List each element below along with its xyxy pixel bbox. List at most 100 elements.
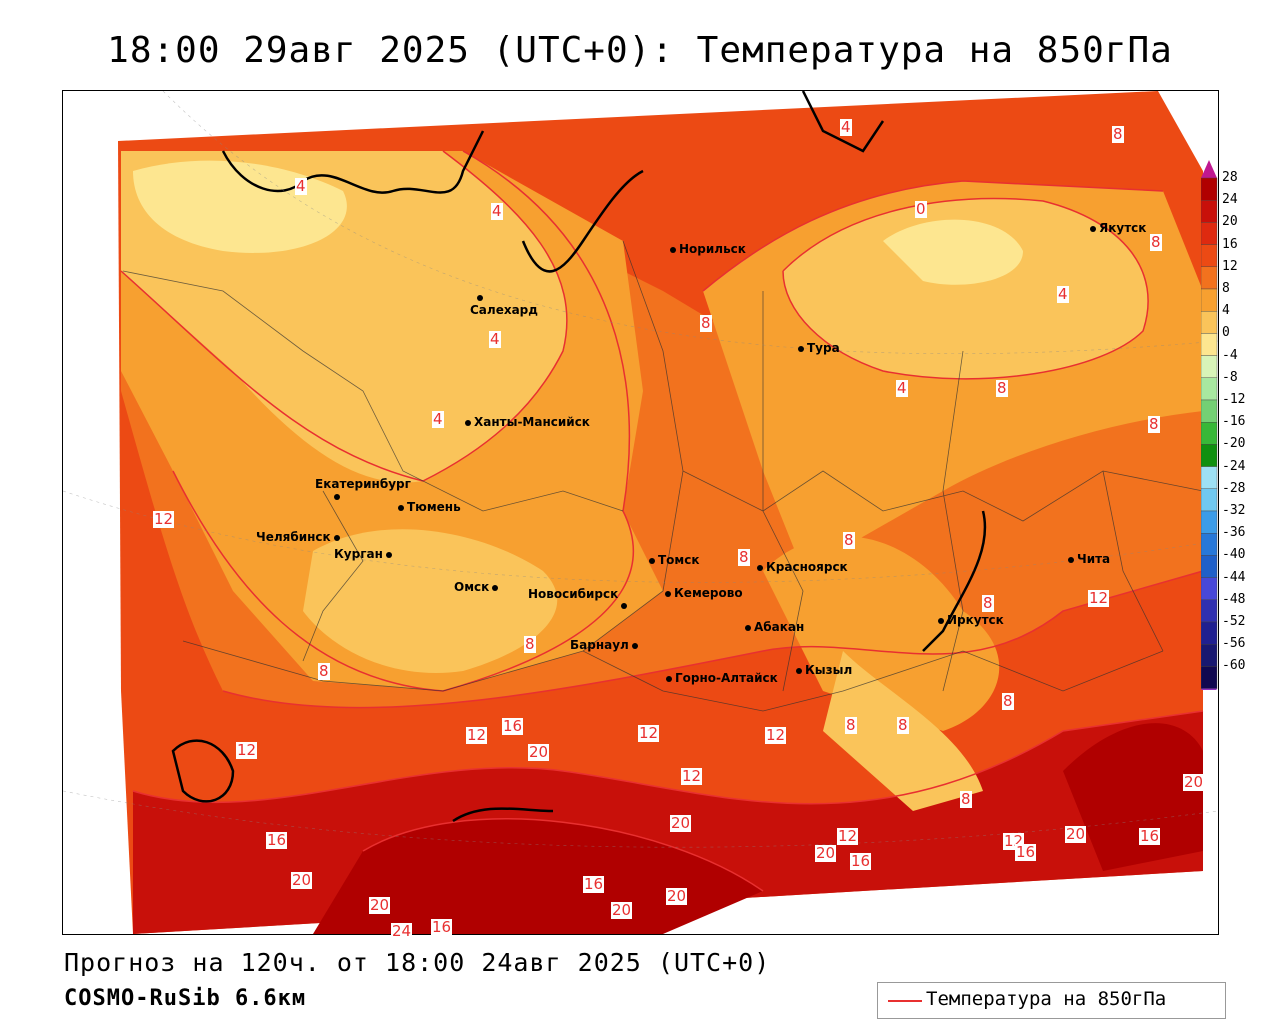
city-yakutsk[interactable]: Якутск [1090,221,1146,235]
isotherm-lines [120,150,1204,892]
scale-tick-label: -8 [1222,369,1238,385]
city-chelyabinsk[interactable]: Челябинск [256,530,343,544]
city-dot [665,590,671,597]
isotherm-label: 12 [837,827,859,845]
city-dot [796,667,802,674]
city-norilsk[interactable]: Норильск [670,242,746,256]
city-dot [649,557,655,564]
isotherm-label: 8 [1112,125,1124,143]
city-dot [385,551,392,558]
scale-tick-label: 4 [1222,303,1230,319]
city-barnaul[interactable]: Барнаул [570,638,641,652]
scale-tick-label: -52 [1222,614,1246,629]
isotherm-label: 8 [318,662,330,680]
city-kemerovo[interactable]: Кемерово [665,586,743,600]
region-borders [122,240,1204,712]
forecast-info: Прогноз на 120ч. от 18:00 24авг 2025 (UT… [64,948,771,977]
scale-swatch [1201,466,1218,490]
city-dot [670,246,676,253]
scale-swatch [1201,422,1218,445]
city-tura[interactable]: Тура [798,341,840,355]
scale-tick-label: -56 [1222,636,1246,652]
city-gorno-altaysk[interactable]: Горно-Алтайск [666,671,778,685]
isotherm-label: 16 [502,717,524,735]
scale-swatch [1201,577,1218,601]
city-omsk[interactable]: Омск [454,580,501,594]
legend-line-swatch [888,1000,922,1002]
isotherm-label: 16 [1015,843,1037,861]
isotherm-label: 8 [1148,415,1160,433]
isotherm-label: 16 [583,875,605,893]
city-dot [757,564,763,571]
city-dot [1090,225,1096,232]
scale-tick-label: -32 [1222,503,1246,518]
scale-swatch [1201,533,1218,556]
scale-tick-label: -40 [1222,547,1246,563]
scale-swatch [1201,288,1218,312]
scale-tick-label: -60 [1222,658,1246,674]
scale-tick-label: 28 [1222,170,1238,185]
scale-tick-label: 12 [1222,258,1238,274]
scale-swatch [1201,333,1218,356]
isotherm-label: 20 [670,814,692,832]
city-tyumen[interactable]: Тюмень [398,500,461,514]
isotherm-label: 20 [291,871,313,889]
scale-tick-label: 0 [1222,325,1230,341]
isotherm-label: 8 [996,379,1008,397]
scale-swatch [1201,621,1218,645]
isotherm-label: 20 [1065,825,1087,843]
scale-tick-label: 20 [1222,214,1238,230]
city-dot [334,493,340,500]
scale-swatch [1201,510,1218,534]
city-kyzyl[interactable]: Кызыл [796,663,852,677]
legend: Температура на 850гПа [877,982,1226,1019]
isotherm-label: 16 [1139,827,1161,845]
city-khanty-mansiysk[interactable]: Ханты-Мансийск [465,415,590,429]
scale-swatch [1201,555,1218,578]
city-dot [666,675,672,682]
city-dot [477,294,483,301]
scale-swatch [1201,222,1218,245]
isotherm-label: 16 [266,831,288,849]
isotherm-label: 12 [681,767,703,785]
city-krasnoyarsk[interactable]: Красноярск [757,560,848,574]
scale-swatch [1201,444,1218,467]
scale-swatch [1201,488,1218,512]
scale-swatch [1201,399,1218,423]
city-yekaterinburg[interactable] [334,489,343,503]
scale-tick-label: -4 [1222,347,1238,363]
city-kurgan[interactable]: Курган [334,547,395,561]
city-dot [333,534,340,541]
isotherm-label: 12 [765,726,787,744]
city-dot [938,617,944,624]
city-tomsk[interactable]: Томск [649,553,700,567]
city-abakan[interactable]: Абакан [745,620,804,634]
city-irkutsk[interactable]: Иркутск [938,613,1004,627]
scale-swatch [1201,244,1218,267]
scale-tick-label: 16 [1222,236,1238,252]
isotherm-label: 8 [843,531,855,549]
scale-top-arrow [1201,160,1217,178]
scale-swatch [1201,644,1218,667]
color-scale [1201,160,1218,690]
isotherm-label: 24 [391,922,413,940]
scale-swatch [1201,377,1218,401]
isotherm-label: 20 [611,901,633,919]
isotherm-label: 0 [915,200,927,218]
isotherm-label: 12 [236,741,258,759]
city-salekhard[interactable] [477,290,486,304]
scale-tick-label: -48 [1222,591,1246,607]
isotherm-label: 4 [432,410,444,428]
coastlines [171,91,987,823]
city-chita[interactable]: Чита [1068,552,1110,566]
scale-tick-label: -16 [1222,414,1246,430]
city-dot [465,419,471,426]
scale-swatch [1201,599,1218,623]
isotherm-label: 16 [850,852,872,870]
city-novosibirsk[interactable] [621,598,630,612]
scale-tick-label: -12 [1222,392,1246,407]
scale-tick-label: -20 [1222,436,1246,452]
map-area[interactable] [62,90,1219,935]
scale-swatch [1201,200,1218,223]
isotherm-label: 4 [489,330,501,348]
